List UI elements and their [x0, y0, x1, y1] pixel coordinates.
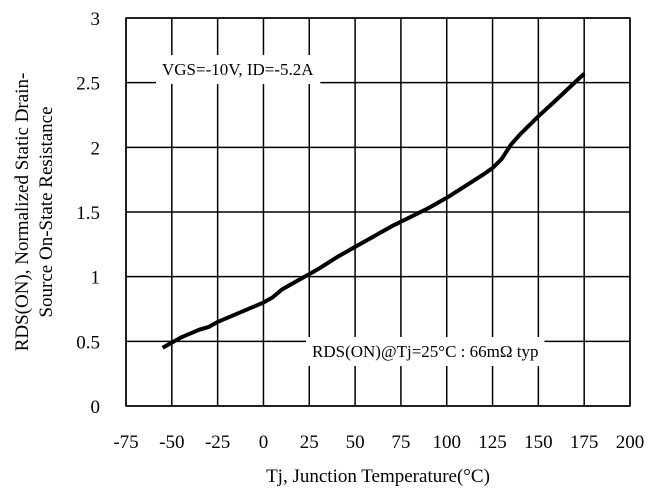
x-tick-label: 200	[616, 432, 645, 453]
y-tick-label: 2	[91, 138, 101, 159]
plot-frame	[125, 17, 631, 407]
x-tick-label: -50	[159, 432, 184, 453]
reference-annotation: RDS(ON)@Tj=25°C : 66mΩ typ	[306, 337, 545, 366]
conditions-label: VGS=-10V, ID=-5.2A	[162, 60, 314, 79]
reference-label: RDS(ON)@Tj=25°C : 66mΩ typ	[312, 342, 539, 361]
x-tick-label: 0	[259, 432, 269, 453]
x-tick-label: -75	[113, 432, 138, 453]
y-tick-label: 1.5	[76, 203, 100, 224]
y-tick-label: 0.5	[76, 332, 100, 353]
tick-labels: -75 -50 -25 0 25 50 75 100 125 150 175 200 0 0.5 1 1.5 2…	[76, 9, 644, 453]
y-axis-title-line1: RDS(ON), Normalized Static Drain-	[12, 73, 33, 352]
x-tick-label: 50	[346, 432, 365, 453]
y-tick-label: 1	[91, 268, 101, 289]
series-layer	[161, 72, 586, 350]
y-tick-label: 2.5	[76, 74, 100, 95]
y-tick-label: 0	[91, 397, 101, 418]
x-tick-label: 125	[478, 432, 507, 453]
y-axis-title-line2: Source On-State Resistance	[36, 106, 57, 317]
x-tick-label: 150	[524, 432, 553, 453]
conditions-annotation: VGS=-10V, ID=-5.2A	[156, 55, 321, 84]
x-axis-title: Tj, Junction Temperature(°C)	[266, 466, 490, 487]
x-tick-label: 25	[300, 432, 319, 453]
x-tick-label: -25	[205, 432, 230, 453]
y-tick-label: 3	[91, 9, 101, 30]
x-tick-label: 100	[432, 432, 461, 453]
series-line	[161, 72, 586, 350]
x-tick-label: 175	[570, 432, 599, 453]
x-tick-label: 75	[391, 432, 410, 453]
